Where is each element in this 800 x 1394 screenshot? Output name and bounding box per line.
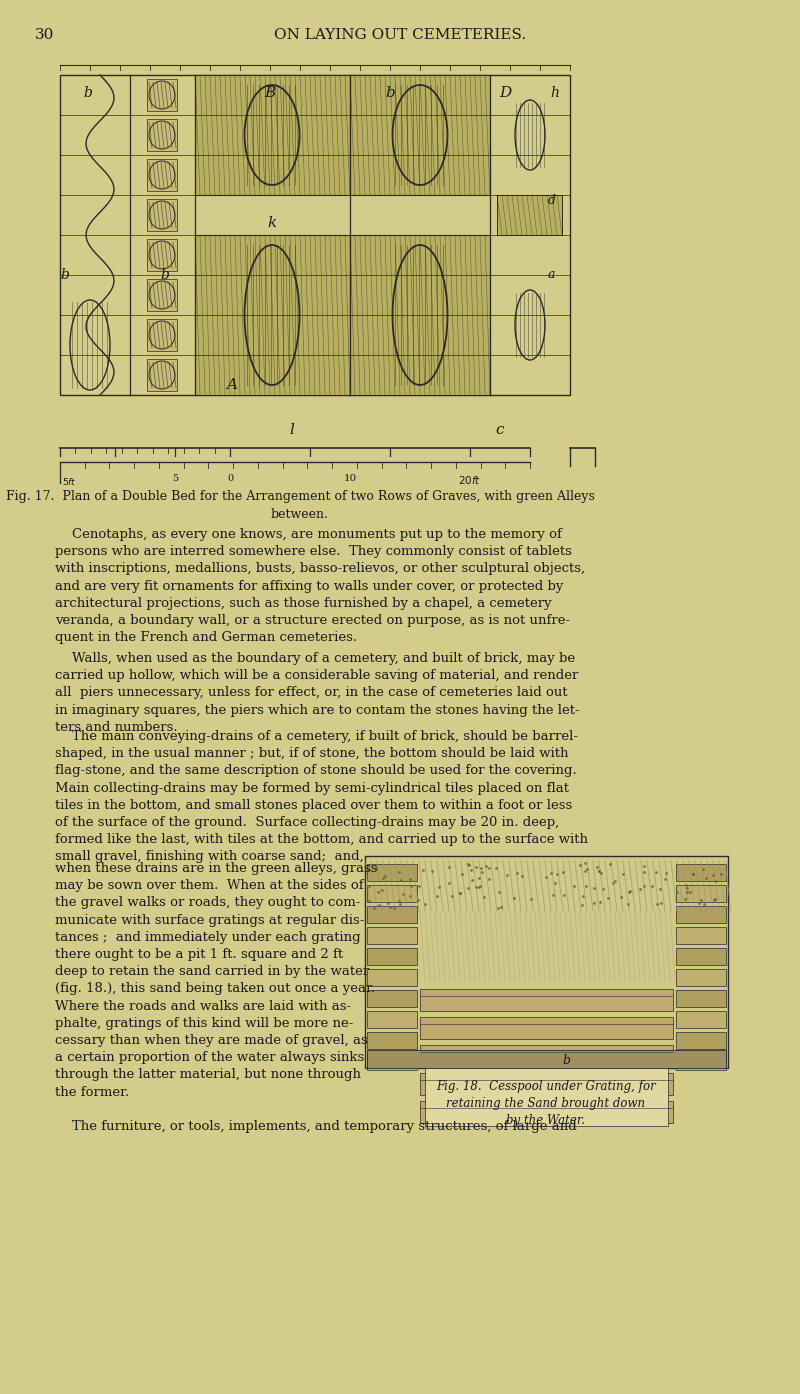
- Bar: [420, 1073, 673, 1096]
- Bar: [367, 948, 417, 965]
- Bar: [60, 75, 570, 395]
- Bar: [367, 990, 417, 1006]
- Bar: [420, 1018, 673, 1039]
- Bar: [367, 885, 417, 902]
- Bar: [367, 906, 417, 923]
- Text: d: d: [548, 194, 556, 206]
- Text: l: l: [290, 422, 294, 436]
- Bar: [676, 1052, 726, 1071]
- Text: B: B: [264, 86, 276, 100]
- Text: Cenotaphs, as every one knows, are monuments put up to the memory of
persons who: Cenotaphs, as every one knows, are monum…: [55, 528, 585, 644]
- Text: h: h: [550, 86, 559, 100]
- Bar: [350, 75, 490, 195]
- Bar: [676, 948, 726, 965]
- Text: c: c: [496, 422, 504, 436]
- Bar: [147, 279, 177, 311]
- Bar: [420, 1046, 673, 1066]
- Bar: [147, 159, 177, 191]
- Text: 0: 0: [227, 474, 233, 482]
- Bar: [676, 906, 726, 923]
- Bar: [676, 885, 726, 902]
- Bar: [676, 1032, 726, 1050]
- Text: b: b: [61, 268, 70, 282]
- Text: 5: 5: [172, 474, 178, 482]
- Bar: [420, 912, 673, 981]
- Text: k: k: [267, 216, 277, 230]
- Bar: [147, 360, 177, 390]
- Bar: [350, 236, 490, 395]
- Text: 30: 30: [35, 28, 54, 42]
- Text: ON LAYING OUT CEMETERIES.: ON LAYING OUT CEMETERIES.: [274, 28, 526, 42]
- Text: The main conveying-drains of a cemetery, if built of brick, should be barrel-
sh: The main conveying-drains of a cemetery,…: [55, 730, 588, 863]
- Text: b: b: [562, 1054, 570, 1068]
- Bar: [147, 319, 177, 351]
- Bar: [497, 195, 562, 236]
- Bar: [195, 75, 350, 195]
- Text: a: a: [548, 269, 555, 282]
- Text: b: b: [385, 86, 395, 100]
- Bar: [676, 864, 726, 881]
- Bar: [147, 118, 177, 151]
- Text: Fig. 17.  Plan of a Double Bed for the Arrangement of two Rows of Graves, with g: Fig. 17. Plan of a Double Bed for the Ar…: [6, 491, 594, 521]
- Text: Fig. 18.  Cesspool under Grating, for
retaining the Sand brought down
by the Wat: Fig. 18. Cesspool under Grating, for ret…: [436, 1080, 656, 1126]
- Text: The furniture, or tools, implements, and temporary structures, of large and: The furniture, or tools, implements, and…: [55, 1119, 577, 1133]
- Text: A: A: [226, 378, 238, 392]
- Bar: [676, 1011, 726, 1027]
- Bar: [676, 990, 726, 1006]
- Text: b: b: [161, 268, 170, 282]
- Text: $20ft$: $20ft$: [458, 474, 482, 487]
- Bar: [676, 969, 726, 986]
- Text: when these drains are in the green alleys, grass
may be sown over them.  When at: when these drains are in the green alley…: [55, 861, 378, 1098]
- Text: $5ft$: $5ft$: [62, 475, 77, 487]
- Bar: [676, 927, 726, 944]
- Bar: [367, 864, 417, 881]
- Text: 10: 10: [343, 474, 357, 482]
- Text: D: D: [499, 86, 511, 100]
- Bar: [367, 969, 417, 986]
- Bar: [367, 927, 417, 944]
- Bar: [367, 1050, 726, 1068]
- Text: Walls, when used as the boundary of a cemetery, and built of brick, may be
carri: Walls, when used as the boundary of a ce…: [55, 652, 580, 733]
- Bar: [147, 199, 177, 231]
- Bar: [147, 79, 177, 112]
- Bar: [365, 856, 728, 1068]
- Bar: [420, 988, 673, 1011]
- Text: b: b: [83, 86, 93, 100]
- Bar: [367, 1011, 417, 1027]
- Bar: [147, 238, 177, 270]
- Bar: [420, 1101, 673, 1124]
- Bar: [367, 1032, 417, 1050]
- Bar: [367, 1052, 417, 1071]
- Bar: [425, 1052, 668, 1126]
- Bar: [195, 236, 350, 395]
